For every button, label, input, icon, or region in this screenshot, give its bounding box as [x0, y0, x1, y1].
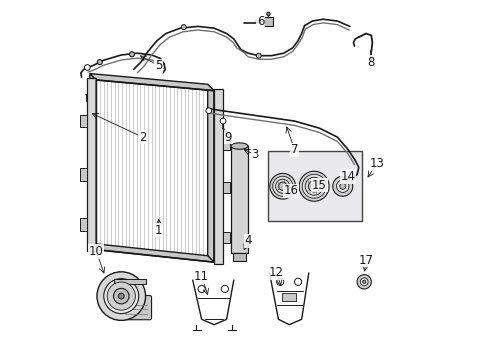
Circle shape: [362, 280, 365, 283]
Text: 2: 2: [139, 131, 146, 144]
Text: 17: 17: [358, 254, 373, 267]
Text: 3: 3: [251, 148, 258, 162]
Circle shape: [84, 64, 90, 70]
Circle shape: [113, 288, 129, 304]
Circle shape: [360, 278, 367, 286]
Circle shape: [256, 53, 261, 58]
Text: 15: 15: [311, 179, 326, 192]
Circle shape: [348, 176, 353, 181]
Polygon shape: [282, 293, 296, 301]
Circle shape: [266, 12, 270, 16]
Circle shape: [332, 176, 352, 196]
Polygon shape: [223, 182, 230, 193]
Circle shape: [275, 179, 289, 193]
Polygon shape: [90, 73, 96, 249]
Circle shape: [129, 52, 134, 57]
Circle shape: [356, 275, 370, 289]
Circle shape: [181, 24, 186, 30]
Circle shape: [103, 279, 139, 314]
Text: 1: 1: [155, 224, 162, 237]
Circle shape: [107, 282, 135, 310]
Circle shape: [308, 181, 319, 192]
Text: 9: 9: [224, 131, 232, 144]
Circle shape: [305, 177, 323, 195]
Circle shape: [269, 174, 295, 199]
Polygon shape: [114, 279, 145, 284]
Text: 16: 16: [283, 184, 298, 197]
Polygon shape: [87, 78, 96, 251]
Ellipse shape: [230, 143, 247, 149]
Text: 5: 5: [155, 59, 162, 72]
Polygon shape: [80, 218, 87, 231]
Bar: [267, 152, 362, 221]
Polygon shape: [223, 139, 230, 150]
Circle shape: [97, 60, 102, 64]
Polygon shape: [80, 168, 87, 181]
Polygon shape: [232, 253, 246, 261]
Text: 7: 7: [290, 143, 298, 156]
Polygon shape: [214, 89, 223, 264]
Polygon shape: [80, 114, 87, 127]
Circle shape: [339, 183, 345, 189]
Text: 12: 12: [268, 266, 284, 279]
Circle shape: [302, 174, 325, 198]
Text: 4: 4: [244, 234, 251, 247]
Text: 10: 10: [89, 245, 103, 258]
Text: 8: 8: [367, 55, 374, 69]
Circle shape: [118, 293, 124, 299]
Circle shape: [221, 285, 228, 293]
Circle shape: [272, 176, 292, 196]
Text: 13: 13: [368, 157, 384, 170]
Polygon shape: [230, 146, 247, 253]
Polygon shape: [90, 73, 214, 91]
Circle shape: [220, 118, 225, 124]
Polygon shape: [223, 232, 230, 243]
Circle shape: [336, 180, 348, 193]
Circle shape: [198, 285, 205, 293]
Circle shape: [205, 108, 211, 113]
Text: 14: 14: [340, 170, 355, 183]
Polygon shape: [90, 243, 214, 262]
Circle shape: [276, 278, 283, 285]
Text: 11: 11: [194, 270, 209, 283]
Circle shape: [311, 184, 316, 189]
Polygon shape: [264, 18, 272, 26]
Circle shape: [299, 171, 328, 201]
Text: 6: 6: [256, 14, 264, 27]
Circle shape: [294, 278, 301, 285]
Circle shape: [278, 182, 286, 190]
Circle shape: [97, 272, 145, 320]
FancyBboxPatch shape: [121, 296, 151, 320]
Polygon shape: [207, 84, 214, 262]
